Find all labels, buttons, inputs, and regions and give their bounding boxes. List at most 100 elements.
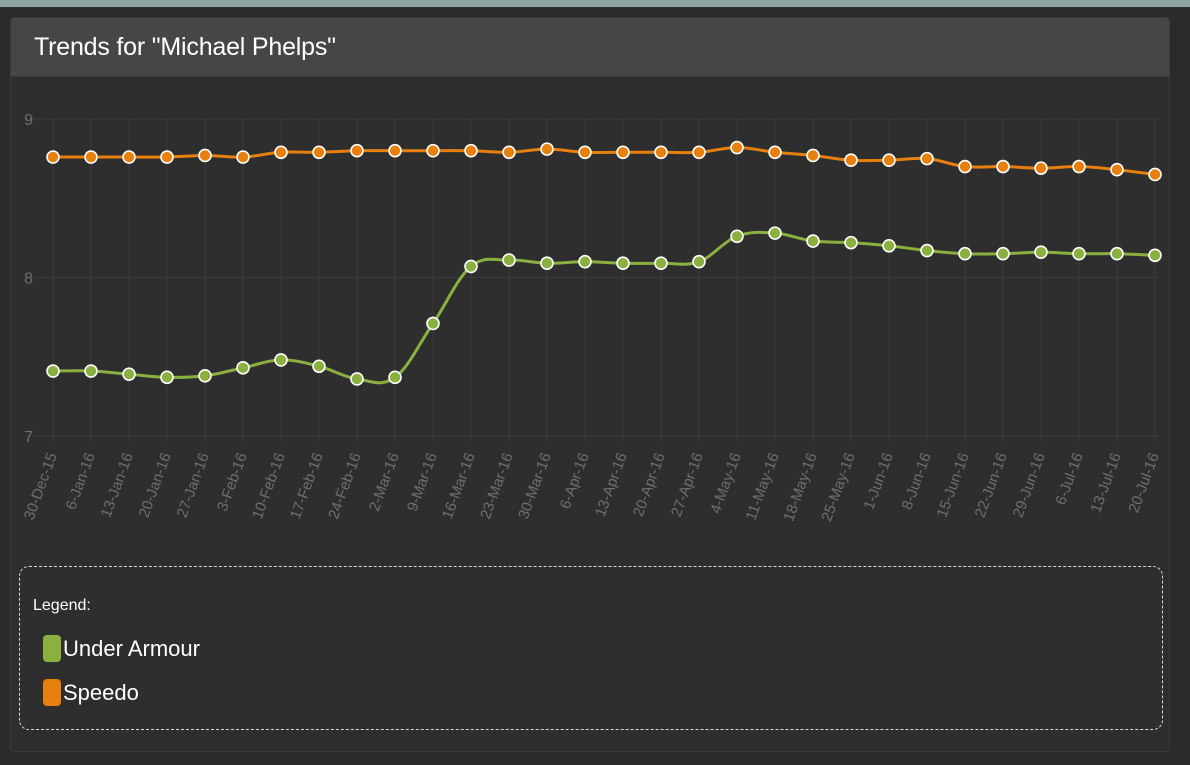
data-point-under-armour [1110, 246, 1124, 261]
data-point-speedo [84, 150, 98, 164]
data-point-speedo [844, 153, 858, 168]
data-point-speedo [1148, 167, 1162, 182]
data-point-under-armour [654, 256, 668, 271]
legend-title: Legend: [33, 597, 91, 614]
data-point-under-armour [502, 253, 516, 267]
data-point-under-armour [388, 370, 402, 385]
data-point-speedo [654, 145, 668, 160]
chart-panel: Trends for "Michael Phelps" 7 8 9 30-Dec-1… [10, 17, 1170, 752]
grid-lines [25, 118, 1159, 442]
data-point-under-armour [1034, 245, 1048, 259]
data-point-under-armour [198, 368, 212, 383]
x-tick-label: 20-Jan-16 [136, 451, 175, 520]
data-point-speedo [540, 142, 554, 156]
y-tick-label: 9 [24, 112, 33, 129]
data-point-speedo [1072, 159, 1086, 174]
x-tick-label: 1-Jun-16 [861, 451, 897, 512]
data-point-speedo [312, 145, 326, 160]
data-point-speedo [464, 143, 478, 158]
x-tick-label: 9-Mar-16 [404, 451, 441, 514]
data-point-speedo [160, 150, 174, 164]
series-points [46, 140, 1162, 386]
data-point-under-armour [806, 234, 820, 248]
data-point-speedo [122, 150, 136, 164]
data-point-under-armour [1148, 248, 1162, 263]
legend-swatch-under-armour [43, 635, 61, 662]
x-tick-label: 23-Mar-16 [477, 451, 517, 522]
x-tick-label: 10-Feb-16 [249, 451, 289, 522]
legend-label-speedo: Speedo [63, 679, 139, 705]
legend-label-under-armour: Under Armour [63, 635, 200, 661]
x-tick-label: 18-May-16 [780, 451, 820, 524]
series-line-under-armour [52, 230, 1156, 385]
y-axis-ticks: 7 8 9 [24, 112, 33, 446]
x-tick-label: 6-Jul-16 [1052, 451, 1087, 508]
data-point-speedo [730, 140, 744, 155]
data-point-under-armour [920, 243, 934, 258]
x-tick-label: 13-Jul-16 [1087, 451, 1124, 516]
series-lines [52, 146, 1156, 385]
data-point-speedo [578, 145, 592, 160]
data-point-under-armour [844, 235, 858, 250]
x-tick-label: 25-May-16 [818, 451, 858, 524]
x-tick-label: 20-Jul-16 [1125, 451, 1162, 516]
x-tick-label: 16-Mar-16 [439, 451, 479, 522]
panel-title: Trends for "Michael Phelps" [34, 32, 336, 61]
x-tick-label: 27-Jan-16 [174, 451, 213, 520]
x-tick-label: 20-Apr-16 [630, 451, 669, 519]
x-tick-label: 3-Feb-16 [214, 451, 251, 514]
x-tick-label: 27-Apr-16 [668, 451, 707, 519]
data-point-under-armour [84, 364, 98, 378]
line-chart: 789 30-Dec-15 6-Jan-1613-Jan-1620-Jan-162… [21, 112, 1163, 524]
data-point-speedo [1110, 162, 1124, 177]
data-point-speedo [198, 148, 212, 163]
data-point-speedo [806, 148, 820, 163]
x-tick-label: 6-Jan-16 [63, 451, 99, 512]
x-tick-label: 13-Jan-16 [98, 451, 137, 520]
x-tick-label: 2-Mar-16 [366, 451, 403, 514]
data-point-speedo [692, 145, 706, 160]
x-tick-label: 30-Dec-15 [21, 451, 61, 523]
y-tick-label: 8 [24, 271, 33, 288]
panel-header: Trends for "Michael Phelps" [11, 18, 1169, 77]
legend-item-under-armour[interactable]: Under Armour [43, 635, 200, 662]
data-point-under-armour [882, 239, 896, 253]
data-point-speedo [882, 153, 896, 168]
data-point-under-armour [578, 254, 592, 269]
data-point-speedo [768, 145, 782, 160]
x-tick-label: 17-Feb-16 [287, 451, 327, 522]
data-point-speedo [350, 143, 364, 158]
data-point-speedo [388, 143, 402, 158]
x-tick-label: 22-Jun-16 [972, 451, 1011, 520]
data-point-under-armour [160, 370, 174, 385]
x-tick-label: 11-May-16 [743, 451, 783, 523]
data-point-speedo [616, 145, 630, 160]
data-point-under-armour [958, 246, 972, 261]
top-strip [0, 0, 1190, 7]
data-point-under-armour [540, 256, 554, 271]
data-point-under-armour [1072, 246, 1086, 261]
data-point-speedo [502, 145, 516, 160]
data-point-under-armour [122, 367, 136, 381]
data-point-speedo [996, 159, 1010, 174]
legend-item-speedo[interactable]: Speedo [43, 679, 139, 706]
x-axis-ticks: 30-Dec-15 6-Jan-1613-Jan-1620-Jan-1627-Ja… [21, 451, 1163, 524]
data-point-speedo [1034, 161, 1048, 175]
series-line-speedo [53, 146, 1156, 176]
data-point-under-armour [616, 256, 630, 271]
data-point-under-armour [692, 254, 706, 269]
x-tick-label: 30-Mar-16 [515, 451, 555, 522]
legend-swatch-speedo [43, 679, 61, 706]
x-tick-label: 4-May-16 [707, 451, 745, 516]
legend: Legend: Under Armour Speedo [19, 566, 1163, 730]
data-point-speedo [274, 145, 288, 160]
data-point-speedo [426, 143, 440, 158]
data-point-under-armour [236, 361, 250, 375]
x-tick-label: 13-Apr-16 [592, 451, 631, 519]
data-point-speedo [920, 151, 934, 166]
data-point-under-armour [730, 229, 744, 244]
data-point-under-armour [274, 353, 288, 367]
data-point-under-armour [426, 316, 440, 331]
x-tick-label: 24-Feb-16 [325, 451, 365, 522]
